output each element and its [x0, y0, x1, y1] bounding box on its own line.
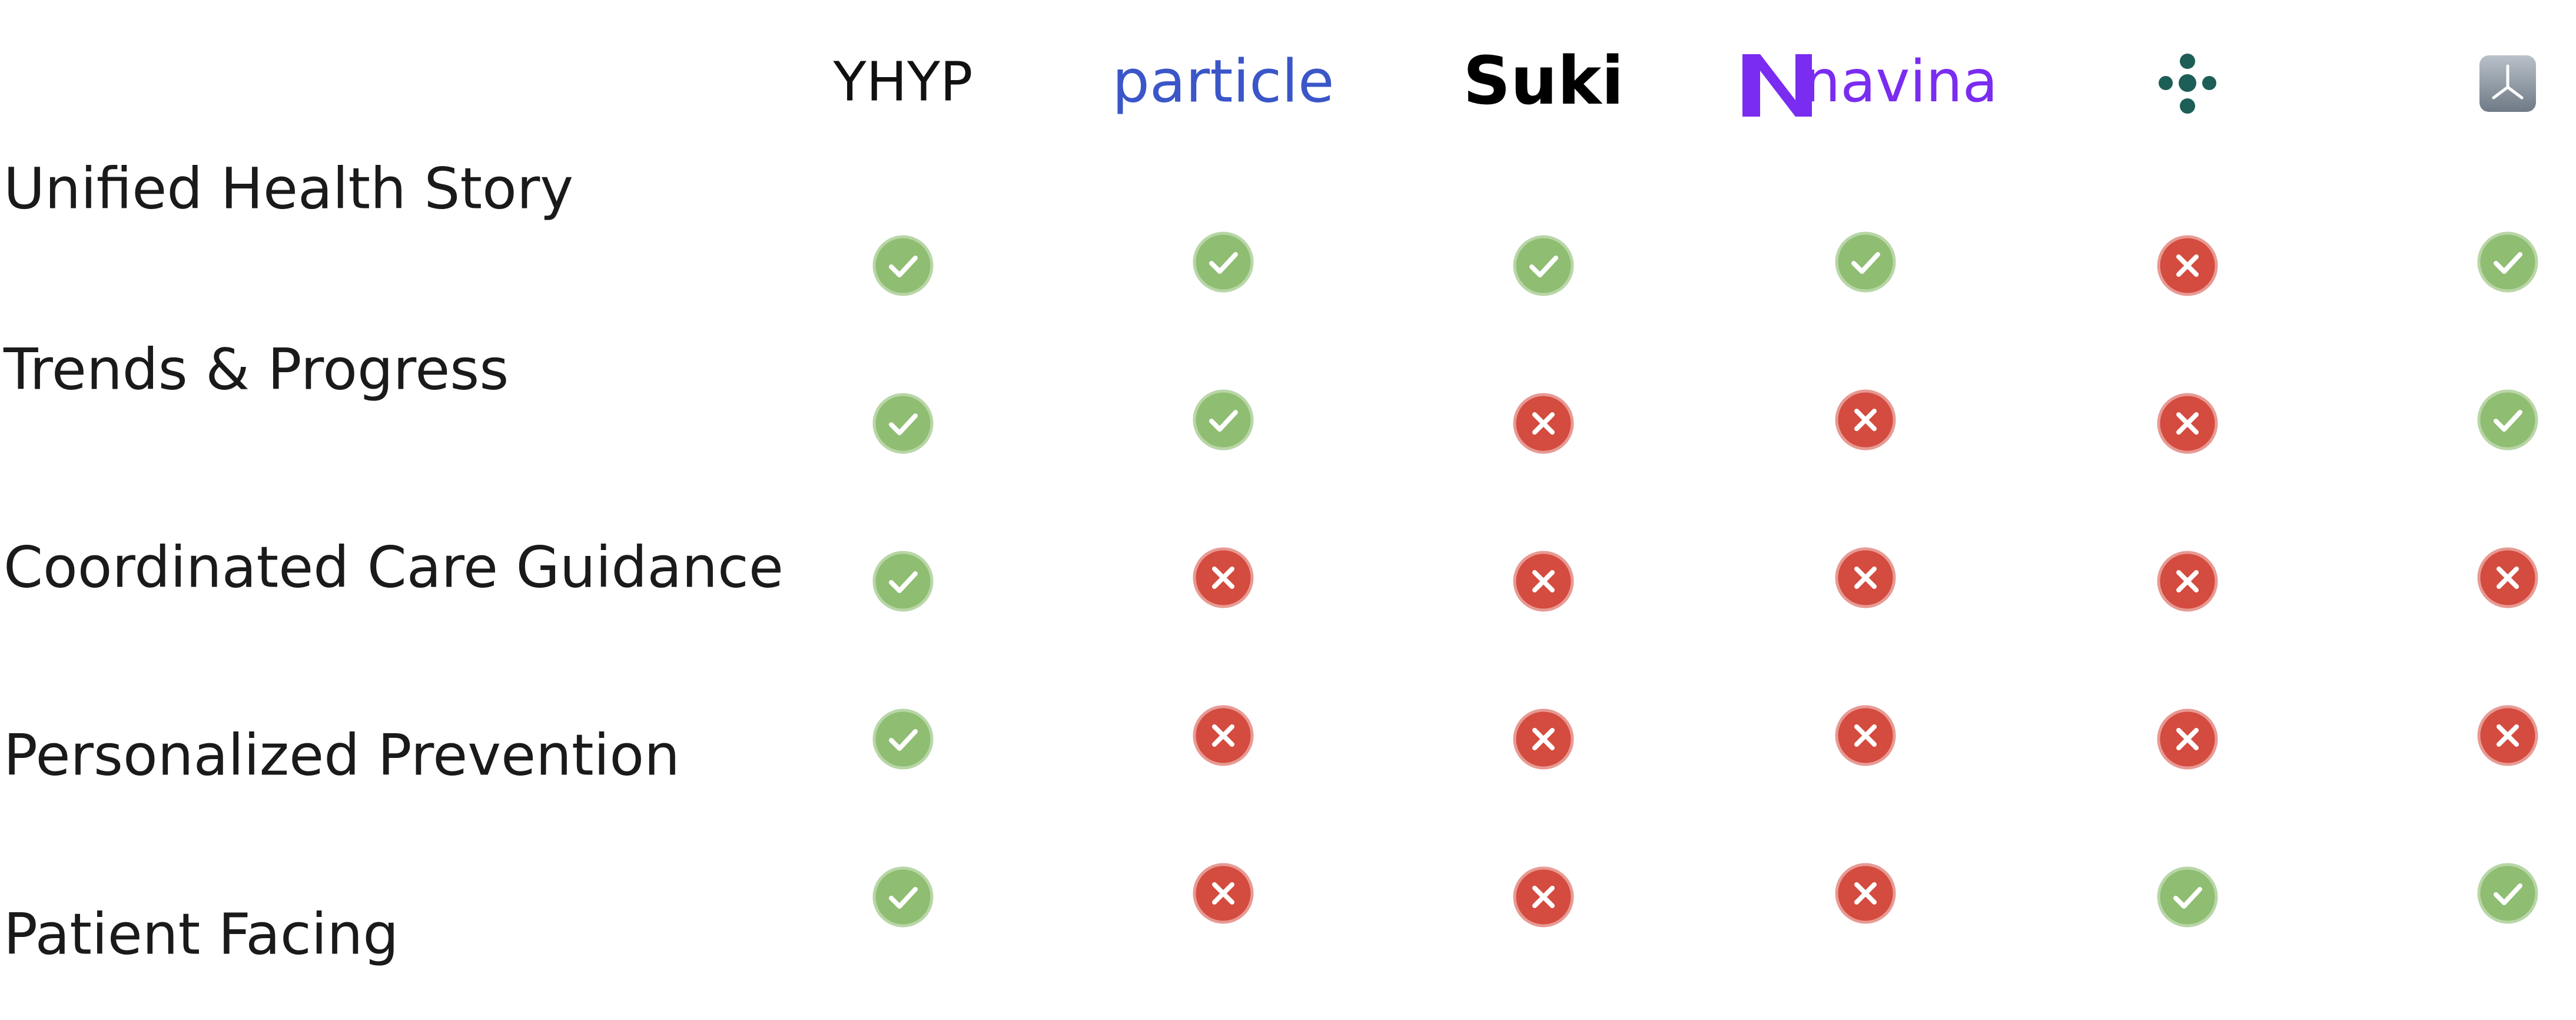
cross-icon — [1513, 393, 1574, 454]
icon-glyph — [2176, 728, 2199, 750]
icon-glyph — [2497, 724, 2519, 747]
icon-circle — [872, 551, 934, 612]
cross-icon — [2477, 705, 2538, 766]
icon-glyph — [1212, 882, 1234, 905]
icon-circle — [1835, 231, 1896, 293]
check-icon — [2477, 389, 2538, 451]
check-icon — [1835, 231, 1896, 293]
icon-circle — [872, 235, 934, 296]
icon-glyph — [889, 256, 918, 277]
icon-circle — [1193, 231, 1254, 293]
column-logo: YHYP — [832, 50, 972, 113]
icon-glyph — [889, 729, 918, 751]
icon-glyph — [1209, 410, 1238, 432]
cross-icon — [1835, 547, 1896, 608]
column-logo: navina — [1804, 48, 1998, 115]
row-label: Trends & Progress — [3, 336, 509, 402]
icon-glyph — [1209, 252, 1238, 274]
cross-icon — [2157, 235, 2218, 296]
logo-icon-app — [2479, 55, 2536, 112]
icon-glyph — [2176, 570, 2199, 592]
icon-circle — [2157, 866, 2218, 928]
icon-glyph — [2494, 883, 2522, 905]
icon-glyph — [889, 413, 918, 435]
icon-glyph — [2176, 412, 2199, 435]
check-icon — [872, 551, 934, 612]
icon-glyph — [1212, 567, 1234, 589]
logo-icon-dots — [2159, 54, 2216, 114]
icon-glyph — [1532, 570, 1555, 592]
icon-circle — [2477, 389, 2538, 451]
icon-circle — [2477, 231, 2538, 293]
cross-icon — [2477, 547, 2538, 608]
cross-icon — [1513, 551, 1574, 612]
icon-circle — [872, 866, 934, 928]
check-icon — [1193, 389, 1254, 451]
check-icon — [872, 866, 934, 928]
cross-icon — [2157, 551, 2218, 612]
cross-icon — [1835, 705, 1896, 766]
icon-circle — [1193, 389, 1254, 451]
icon-glyph — [1854, 882, 1877, 905]
row-label: Coordinated Care Guidance — [4, 534, 784, 600]
icon-glyph — [1854, 409, 1877, 431]
column-logo: particle — [1112, 47, 1334, 115]
icon-glyph — [2497, 567, 2519, 589]
icon-glyph — [2494, 410, 2522, 432]
cross-icon — [1513, 866, 1574, 928]
icon-circle — [1513, 235, 1574, 296]
check-icon — [2157, 866, 2218, 928]
icon-glyph — [889, 887, 918, 909]
icon-circle — [872, 708, 934, 770]
icon-circle — [2477, 863, 2538, 924]
icon-glyph — [2173, 887, 2202, 909]
check-icon — [872, 393, 934, 454]
check-icon — [1513, 235, 1574, 296]
cross-icon — [2157, 393, 2218, 454]
row-label: Patient Facing — [4, 901, 399, 967]
icon-glyph — [1854, 724, 1877, 747]
icon-glyph — [1532, 412, 1555, 435]
cross-icon — [1835, 863, 1896, 924]
column-logo: Suki — [1463, 43, 1624, 120]
row-label: Personalized Prevention — [4, 722, 680, 788]
icon-glyph — [2176, 254, 2199, 277]
icon-circle — [872, 393, 934, 454]
cross-icon — [1193, 547, 1254, 608]
icon-glyph — [1532, 886, 1555, 908]
check-icon — [2477, 231, 2538, 293]
icon-glyph — [2494, 252, 2522, 274]
cross-icon — [1193, 705, 1254, 766]
cross-icon — [1835, 389, 1896, 451]
check-icon — [872, 235, 934, 296]
icon-glyph — [1851, 252, 1880, 274]
icon-glyph — [889, 571, 918, 593]
cross-icon — [1193, 863, 1254, 924]
icon-glyph — [1529, 256, 1558, 277]
cross-icon — [2157, 708, 2218, 770]
icon-glyph — [1212, 724, 1234, 747]
logo-mark — [1742, 54, 1812, 117]
row-label: Unified Health Story — [4, 155, 573, 221]
check-icon — [2477, 863, 2538, 924]
check-icon — [872, 708, 934, 770]
icon-glyph — [1532, 728, 1555, 750]
cross-icon — [1513, 708, 1574, 770]
check-icon — [1193, 231, 1254, 293]
icon-glyph — [1854, 567, 1877, 589]
